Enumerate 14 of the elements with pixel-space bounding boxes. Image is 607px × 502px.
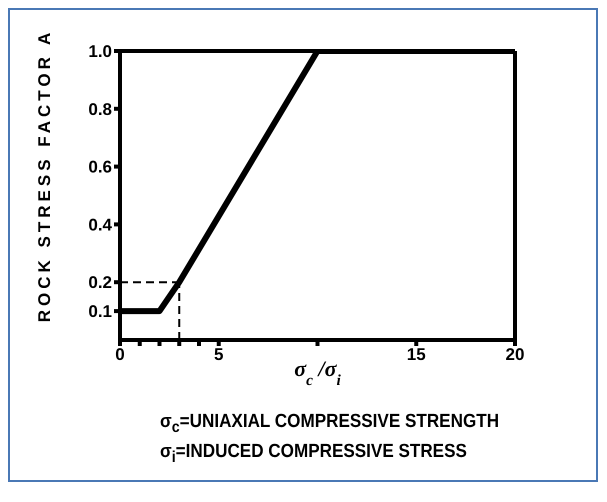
y-axis-title: ROCK STRESS FACTOR A [35,28,54,322]
x-tick-label: 20 [506,345,524,364]
text: σ$_{i}$=INDUCED COMPRESSIVE STRESS [160,440,468,468]
y-tick-label: 0.2 [88,273,112,292]
y-tick-label: 0.8 [88,100,112,119]
x-axis-title: σ$_{c}$/σ$_{i}$ [294,356,342,388]
y-tick-label: 0.4 [88,215,113,234]
text: σ$_{c}$=UNIAXIAL COMPRESSIVE STRENGTH [160,410,500,438]
y-tick-label: 0.6 [88,158,112,177]
y-tick-label: 0.1 [88,302,112,322]
x-tick-label: 0 [115,345,125,364]
x-tick-label: 15 [406,345,426,364]
x-tick-label: 5 [214,345,224,364]
y-tick-label: 1.0 [88,42,112,62]
